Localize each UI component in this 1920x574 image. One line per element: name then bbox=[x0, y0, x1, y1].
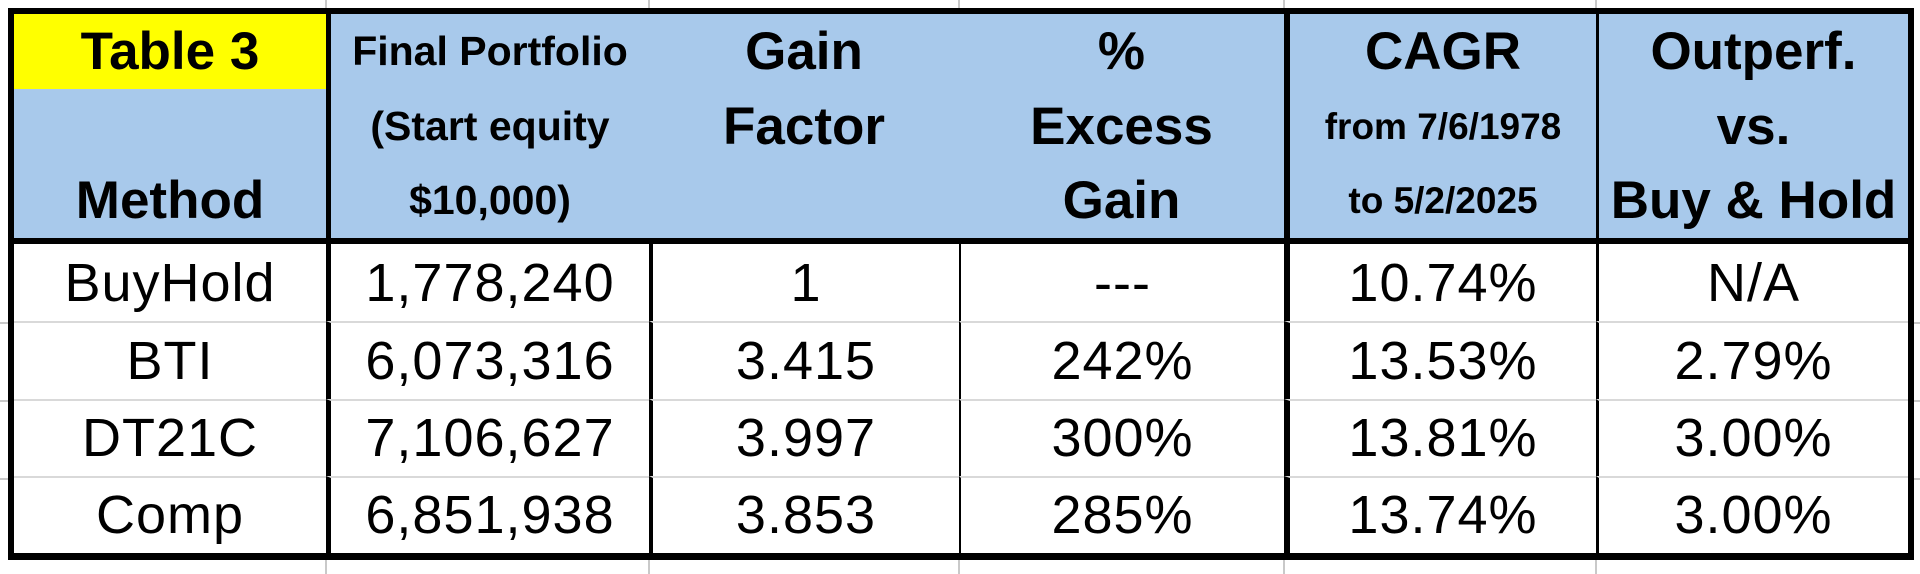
gridline-tick bbox=[1283, 0, 1285, 9]
table-row-dt21c: DT21C 7,106,627 3.997 300% 13.81% 3.00% bbox=[14, 398, 1908, 476]
table-title: Table 3 bbox=[14, 14, 326, 89]
gridline-tick bbox=[1595, 560, 1597, 574]
gridline-tick bbox=[648, 0, 650, 9]
header-line: Outperf. bbox=[1650, 21, 1857, 81]
cell-method: BTI bbox=[14, 321, 326, 398]
performance-table: Table 3 Method Final Portfolio (Start eq… bbox=[8, 8, 1914, 560]
gridline-tick bbox=[325, 0, 327, 9]
gridline-tick bbox=[0, 400, 8, 402]
cell-cagr: 13.53% bbox=[1284, 321, 1596, 399]
gridline-tick bbox=[958, 0, 960, 9]
cell-cagr: 13.74% bbox=[1284, 475, 1596, 553]
gridline-tick bbox=[1914, 400, 1920, 402]
cell-gain-factor: 1 bbox=[649, 244, 959, 322]
cell-gain-factor: 3.997 bbox=[649, 398, 959, 476]
header-line: % bbox=[1097, 21, 1146, 81]
cell-final-portfolio: 1,778,240 bbox=[326, 244, 649, 322]
cell-outperf: 3.00% bbox=[1596, 398, 1908, 476]
cell-outperf: N/A bbox=[1596, 244, 1908, 322]
gridline-tick bbox=[0, 478, 8, 480]
gridline-tick bbox=[1914, 478, 1920, 480]
header-line: $10,000) bbox=[409, 177, 571, 224]
cell-pct-excess-gain: --- bbox=[959, 244, 1284, 322]
cell-method: DT21C bbox=[14, 398, 326, 476]
header-spacer bbox=[14, 89, 326, 164]
cell-pct-excess-gain: 285% bbox=[959, 475, 1284, 553]
cell-final-portfolio: 6,851,938 bbox=[326, 475, 649, 553]
header-line: vs. bbox=[1716, 96, 1791, 156]
table-row-comp: Comp 6,851,938 3.853 285% 13.74% 3.00% bbox=[14, 475, 1908, 553]
column-header-pct-excess-gain: % Excess Gain bbox=[959, 14, 1284, 238]
header-spacer bbox=[649, 163, 959, 238]
cell-method: BuyHold bbox=[64, 252, 276, 313]
table-row-bti: BTI 6,073,316 3.415 242% 13.53% 2.79% bbox=[14, 321, 1908, 399]
header-line: to 5/2/2025 bbox=[1348, 180, 1538, 222]
table-header-row: Table 3 Method Final Portfolio (Start eq… bbox=[14, 14, 1908, 238]
cell-method: Comp bbox=[14, 475, 326, 553]
header-line: from 7/6/1978 bbox=[1324, 105, 1562, 147]
header-line: Buy & Hold bbox=[1610, 171, 1897, 231]
column-header-cagr: CAGR from 7/6/1978 to 5/2/2025 bbox=[1284, 14, 1596, 238]
cell-pct-excess-gain: 300% bbox=[959, 398, 1284, 476]
gridline-tick bbox=[648, 560, 650, 574]
gridline-tick bbox=[1914, 322, 1920, 324]
column-header-gain-factor: Gain Factor bbox=[649, 14, 959, 238]
header-bottom-rule bbox=[14, 238, 1908, 244]
table-body: BuyHold 1,778,240 1 --- 10.74% N/A BTI 6… bbox=[14, 244, 1908, 553]
gridline-tick bbox=[958, 560, 960, 574]
cell-final-portfolio: 7,106,627 bbox=[326, 398, 649, 476]
cell-cagr: 10.74% bbox=[1284, 244, 1596, 322]
header-line: (Start equity bbox=[370, 102, 610, 149]
column-header-outperf: Outperf. vs. Buy & Hold bbox=[1596, 14, 1908, 238]
header-line: Gain bbox=[745, 21, 863, 81]
header-line: Final Portfolio bbox=[352, 27, 628, 74]
gridline-tick bbox=[1595, 0, 1597, 9]
header-method-label: Method bbox=[75, 171, 265, 231]
header-line: CAGR bbox=[1364, 21, 1522, 81]
cell-gain-factor: 3.853 bbox=[649, 475, 959, 553]
cell-gain-factor: 3.415 bbox=[649, 321, 959, 399]
header-line: Factor bbox=[723, 96, 885, 156]
table-row-buyhold: BuyHold 1,778,240 1 --- 10.74% N/A bbox=[14, 244, 1908, 322]
header-line: Gain bbox=[1062, 171, 1181, 231]
cell-outperf: 2.79% bbox=[1596, 321, 1908, 399]
gridline-tick bbox=[325, 560, 327, 574]
cell-pct-excess-gain: 242% bbox=[959, 321, 1284, 399]
header-line: Excess bbox=[1030, 96, 1213, 156]
column-header-final-portfolio: Final Portfolio (Start equity $10,000) bbox=[326, 14, 649, 238]
column-header-method: Table 3 Method bbox=[14, 14, 326, 238]
gridline-tick bbox=[0, 322, 8, 324]
cell-cagr: 13.81% bbox=[1284, 398, 1596, 476]
cell-final-portfolio: 6,073,316 bbox=[326, 321, 649, 399]
cell-outperf: 3.00% bbox=[1596, 475, 1908, 553]
gridline-tick bbox=[1283, 560, 1285, 574]
